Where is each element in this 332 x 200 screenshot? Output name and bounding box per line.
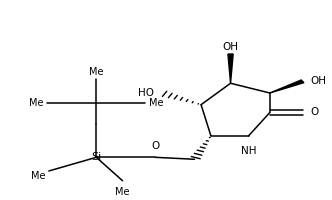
Text: Me: Me	[30, 98, 44, 108]
Text: OH: OH	[222, 42, 239, 52]
Text: Me: Me	[115, 187, 130, 197]
Text: HO: HO	[138, 88, 154, 98]
Text: Si: Si	[91, 152, 102, 162]
Text: NH: NH	[241, 146, 256, 156]
Text: Me: Me	[31, 171, 45, 181]
Polygon shape	[228, 54, 233, 83]
Text: O: O	[151, 141, 159, 151]
Text: O: O	[311, 107, 319, 117]
Polygon shape	[270, 80, 304, 93]
Text: OH: OH	[311, 76, 327, 86]
Text: Me: Me	[149, 98, 163, 108]
Text: Me: Me	[89, 67, 104, 77]
